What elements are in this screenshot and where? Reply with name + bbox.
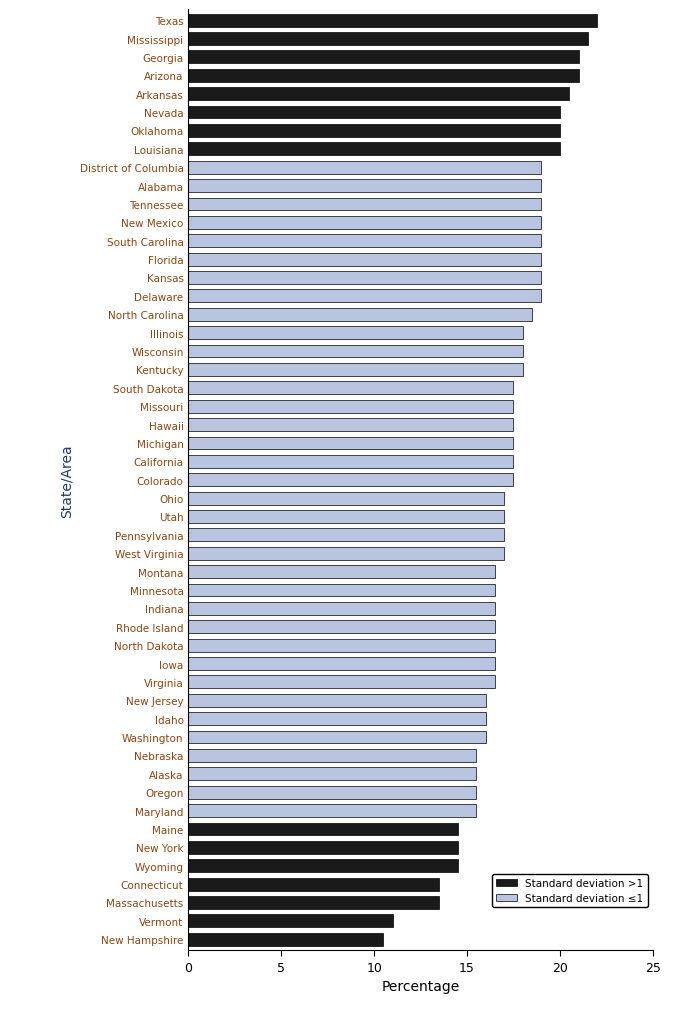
Bar: [188, 731, 486, 744]
Bar: [188, 767, 476, 780]
Bar: [188, 180, 541, 193]
Bar: [188, 419, 513, 432]
Bar: [188, 88, 569, 101]
Bar: [188, 492, 504, 506]
X-axis label: Percentage: Percentage: [382, 980, 460, 993]
Bar: [188, 896, 439, 909]
Bar: [188, 933, 384, 945]
Bar: [188, 125, 560, 137]
Y-axis label: State/Area: State/Area: [60, 444, 74, 517]
Bar: [188, 675, 495, 688]
Bar: [188, 823, 458, 835]
Bar: [188, 878, 439, 891]
Bar: [188, 15, 597, 27]
Bar: [188, 382, 513, 395]
Bar: [188, 915, 393, 927]
Bar: [188, 805, 476, 817]
Bar: [188, 859, 458, 872]
Bar: [188, 400, 513, 413]
Bar: [188, 437, 513, 450]
Bar: [188, 474, 513, 486]
Bar: [188, 749, 476, 762]
Bar: [188, 695, 486, 707]
Bar: [188, 547, 504, 560]
Bar: [188, 236, 541, 248]
Bar: [188, 327, 523, 340]
Bar: [188, 529, 504, 542]
Bar: [188, 272, 541, 285]
Bar: [188, 621, 495, 634]
Bar: [188, 254, 541, 266]
Bar: [188, 198, 541, 211]
Bar: [188, 786, 476, 799]
Bar: [188, 216, 541, 229]
Bar: [188, 308, 532, 321]
Bar: [188, 162, 541, 175]
Bar: [188, 657, 495, 670]
Bar: [188, 841, 458, 854]
Bar: [188, 144, 560, 156]
Bar: [188, 713, 486, 725]
Bar: [188, 584, 495, 596]
Bar: [188, 345, 523, 358]
Bar: [188, 290, 541, 303]
Bar: [188, 106, 560, 119]
Bar: [188, 603, 495, 616]
Bar: [188, 455, 513, 468]
Bar: [188, 33, 588, 45]
Bar: [188, 639, 495, 652]
Bar: [188, 52, 579, 65]
Bar: [188, 364, 523, 376]
Bar: [188, 511, 504, 524]
Legend: Standard deviation >1, Standard deviation ≤1: Standard deviation >1, Standard deviatio…: [492, 875, 647, 908]
Bar: [188, 70, 579, 83]
Bar: [188, 565, 495, 578]
